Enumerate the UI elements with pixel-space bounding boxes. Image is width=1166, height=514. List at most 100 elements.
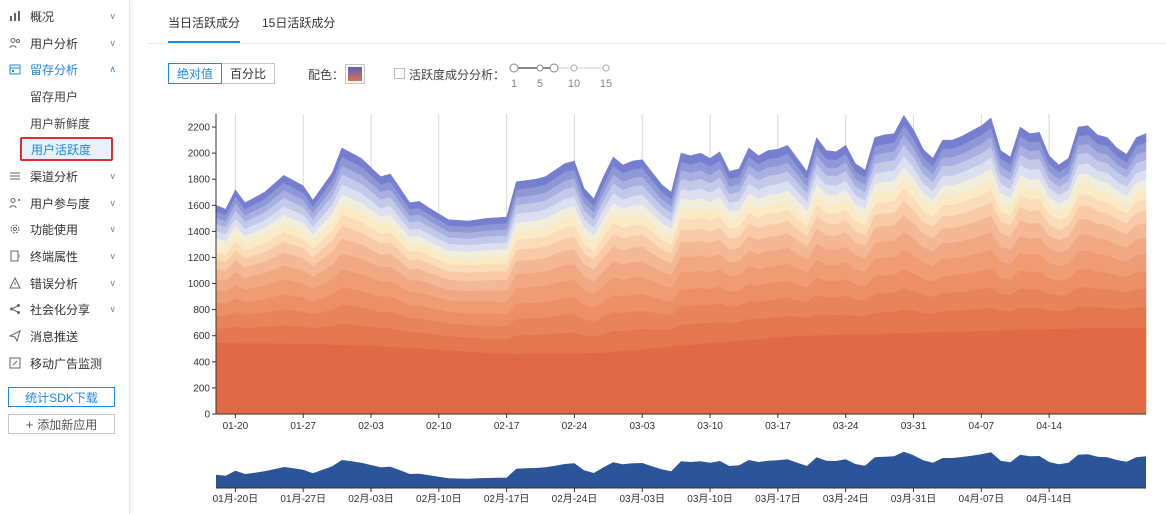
navigator-tick-label: 03月-10日 (687, 493, 733, 505)
navigator-axis: 01月-20日 01月-27日 02月-03日 02月-10日 02月-17日 02月-2… (213, 487, 1146, 505)
slider-tick-label: 5 (537, 78, 543, 90)
activity-analysis-label: 活跃度成分分析： (409, 68, 506, 82)
slider-tick-label: 1 (511, 78, 517, 90)
sidebar-item-label: 用户分析 (30, 36, 79, 51)
y-tick-label: 1200 (188, 253, 211, 264)
navigator-tick-label: 01月-27日 (280, 493, 326, 505)
slider-tick-label: 15 (600, 78, 612, 90)
chevron-up-icon: ∧ (109, 63, 116, 74)
sidebar-item-label: 用户参与度 (30, 196, 91, 211)
sidebar-item-engagement[interactable]: 用户参与度 ∨ (0, 190, 130, 216)
sidebar-item-label: 功能使用 (30, 222, 79, 237)
gear-icon (8, 222, 22, 236)
navigator-tick-label: 04月-14日 (1026, 493, 1072, 505)
navigator-tick-label: 03月-24日 (823, 493, 869, 505)
subnav-user-activity[interactable]: 用户活跃度 (20, 137, 113, 161)
sidebar-item-label: 渠道分析 (30, 169, 79, 184)
sidebar-item-label: 错误分析 (30, 276, 79, 291)
subnav-label: 用户活跃度 (31, 142, 92, 157)
sdk-download-button[interactable]: 统计SDK下载 (8, 387, 115, 407)
value-mode-toggle: 绝对值 百分比 (168, 63, 276, 84)
plus-icon: + (25, 416, 34, 432)
tab-active-indicator (168, 41, 240, 43)
chevron-down-icon: ∨ (109, 250, 116, 261)
navigator-tick-label: 03月-03日 (619, 493, 665, 505)
subnav-label: 留存用户 (30, 89, 79, 104)
slider-stop[interactable] (602, 64, 610, 72)
color-scheme-label: 配色： (308, 68, 345, 82)
sidebar-item-user-analysis[interactable]: 用户分析 ∨ (0, 30, 130, 56)
percentage-button[interactable]: 百分比 (222, 63, 276, 84)
add-app-button[interactable]: + 添加新应用 (8, 414, 115, 434)
sidebar-item-social-share[interactable]: 社会化分享 ∨ (0, 296, 130, 322)
chart-layers (215, 114, 1147, 415)
y-tick-label: 200 (193, 383, 210, 394)
x-tick-label: 02-03 (358, 421, 384, 432)
sidebar-item-push[interactable]: 消息推送 (0, 323, 130, 349)
activity-range-slider[interactable]: 1 5 10 15 (508, 59, 618, 93)
sidebar-item-feature-usage[interactable]: 功能使用 ∨ (0, 216, 130, 242)
navigator-tick-label: 03月-31日 (891, 493, 937, 505)
chart-navigator[interactable] (216, 451, 1146, 488)
y-tick-label: 1000 (188, 279, 211, 290)
chevron-down-icon: ∨ (109, 277, 116, 288)
sidebar-item-label: 消息推送 (30, 329, 79, 344)
x-tick-label: 02-10 (426, 421, 452, 432)
sidebar-item-device-attributes[interactable]: 终端属性 ∨ (0, 243, 130, 269)
y-tick-label: 1600 (188, 201, 211, 212)
slider-handle-end[interactable] (549, 63, 559, 73)
navigator-area[interactable] (216, 451, 1146, 488)
sidebar-item-channel-analysis[interactable]: 渠道分析 ∨ (0, 163, 130, 189)
absolute-value-button[interactable]: 绝对值 (168, 63, 223, 84)
y-tick-label: 800 (193, 305, 210, 316)
activity-analysis-checkbox[interactable] (394, 68, 405, 79)
y-tick-label: 600 (193, 331, 210, 342)
slider-stop[interactable] (536, 64, 544, 72)
slider-tick-label: 10 (568, 78, 580, 90)
chevron-down-icon: ∨ (109, 170, 116, 181)
users-icon (8, 36, 22, 50)
ad-monitor-icon (8, 356, 22, 370)
subnav-label: 用户新鲜度 (30, 116, 91, 131)
bar-chart-icon (8, 9, 22, 23)
sidebar-item-retention-analysis[interactable]: 留存分析 ∧ (0, 56, 130, 82)
gradient-swatch (348, 67, 362, 81)
sidebar-item-label: 终端属性 (30, 249, 79, 264)
chart-toolbar: 绝对值 百分比 配色： 活跃度成分分析： 1 5 10 (168, 63, 1148, 90)
x-tick-label: 02-17 (494, 421, 520, 432)
x-tick-label: 03-10 (697, 421, 723, 432)
subnav-retained-users[interactable]: 留存用户 (30, 84, 78, 108)
y-axis: 0 200 400 600 800 1000 1200 1400 1600 1800 2000 220… (188, 114, 217, 421)
tab-15day-activity[interactable]: 15日活跃成分 (262, 14, 335, 31)
subnav-user-freshness[interactable]: 用户新鲜度 (30, 111, 90, 135)
y-tick-label: 1400 (188, 227, 211, 238)
main-content: 当日活跃成分 15日活跃成分 绝对值 百分比 配色： 活跃度成分分析： (148, 0, 1166, 514)
share-icon (8, 302, 22, 316)
sidebar-item-label: 社会化分享 (30, 302, 91, 317)
sidebar-item-error-analysis[interactable]: 错误分析 ∨ (0, 270, 130, 296)
sidebar-item-label: 概况 (30, 9, 55, 24)
tab-daily-activity[interactable]: 当日活跃成分 (168, 14, 240, 31)
chevron-down-icon: ∨ (109, 303, 116, 314)
engagement-icon (8, 196, 22, 210)
channel-icon (8, 169, 22, 183)
tab-label: 当日活跃成分 (168, 16, 241, 30)
warning-icon (8, 276, 22, 290)
y-tick-label: 2200 (188, 123, 211, 134)
slider-stop[interactable] (570, 64, 578, 72)
navigator-tick-label: 02月-24日 (552, 493, 598, 505)
x-tick-label: 01-27 (290, 421, 316, 432)
x-axis: 01-20 01-27 02-03 02-10 02-17 02-24 03-03 03-10… (216, 413, 1146, 432)
chevron-down-icon: ∨ (109, 197, 116, 208)
x-tick-label: 01-20 (223, 421, 249, 432)
add-app-label: 添加新应用 (37, 417, 98, 432)
sidebar-item-ad-monitor[interactable]: 移动广告监测 (0, 350, 130, 376)
area-layer-16[interactable] (215, 114, 1147, 228)
color-scheme-picker[interactable] (345, 64, 365, 84)
y-tick-label: 0 (204, 410, 210, 421)
sidebar-item-overview[interactable]: 概况 ∨ (0, 3, 130, 29)
navigator-tick-label: 01月-20日 (213, 493, 259, 505)
calendar-icon (8, 62, 22, 76)
slider-handle-start[interactable] (509, 63, 519, 73)
